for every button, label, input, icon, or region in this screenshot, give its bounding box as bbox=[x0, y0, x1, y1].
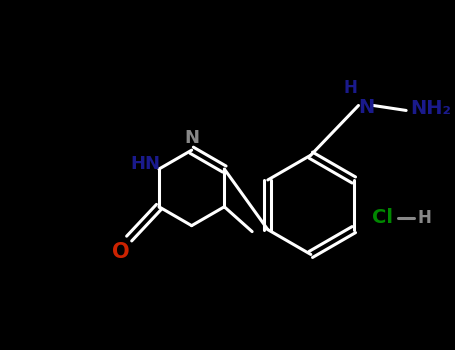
Text: N: N bbox=[184, 129, 199, 147]
Text: HN: HN bbox=[130, 155, 160, 173]
Text: H: H bbox=[344, 79, 358, 97]
Text: N: N bbox=[358, 98, 374, 117]
Text: NH₂: NH₂ bbox=[410, 99, 451, 118]
Text: Cl: Cl bbox=[372, 208, 393, 227]
Text: H: H bbox=[417, 209, 431, 227]
Text: O: O bbox=[112, 243, 130, 262]
